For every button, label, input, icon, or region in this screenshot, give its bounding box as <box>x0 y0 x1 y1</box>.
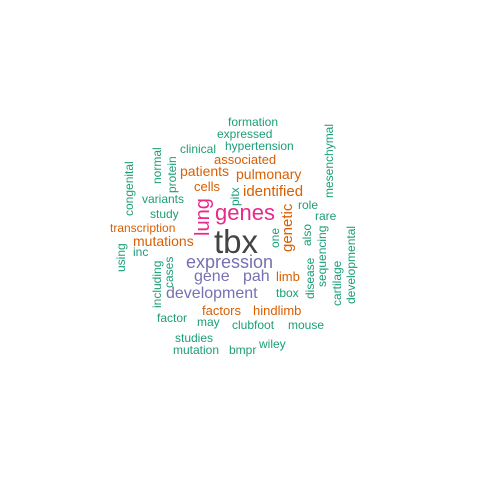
word-sequencing: sequencing <box>315 225 329 287</box>
word-hypertension: hypertension <box>225 139 294 153</box>
word-study: study <box>150 207 179 221</box>
word-mouse: mouse <box>288 318 325 332</box>
word-mutations: mutations <box>133 233 194 249</box>
word-congenital: congenital <box>122 161 136 216</box>
word-disease: disease <box>303 257 317 299</box>
word-protein: protein <box>165 156 179 193</box>
word-genes: genes <box>215 200 275 225</box>
word-expressed: expressed <box>217 127 273 141</box>
word-developmental: developmental <box>344 225 358 304</box>
word-tbx: tbx <box>214 223 259 260</box>
word-development: development <box>166 285 258 302</box>
word-clinical: clinical <box>180 142 217 156</box>
word-pah: pah <box>243 268 270 285</box>
word-cartilage: cartilage <box>330 260 344 306</box>
word-formation: formation <box>228 115 279 129</box>
word-using: using <box>114 243 128 272</box>
word-associated: associated <box>214 152 277 167</box>
word-studies: studies <box>175 331 214 345</box>
word-mutation: mutation <box>173 343 220 357</box>
word-pitx: pitx <box>228 187 242 206</box>
word-expression: expression <box>186 252 274 272</box>
word-normal: normal <box>150 147 164 184</box>
word-hindlimb: hindlimb <box>253 303 302 318</box>
word-factor: factor <box>157 311 188 325</box>
word-may: may <box>197 315 220 329</box>
word-clubfoot: clubfoot <box>232 318 275 332</box>
word-mesenchymal: mesenchymal <box>322 123 336 198</box>
word-inc: inc <box>133 245 149 259</box>
word-factors: factors <box>202 303 242 318</box>
word-cells: cells <box>194 179 221 194</box>
word-rare: rare <box>315 209 337 223</box>
word-variants: variants <box>142 192 185 206</box>
word-bmpr: bmpr <box>229 343 257 357</box>
word-role: role <box>298 198 319 212</box>
word-tbox: tbox <box>276 286 299 300</box>
word-also: also <box>300 223 314 246</box>
word-limb: limb <box>276 269 300 284</box>
word-patients: patients <box>180 163 230 179</box>
word-transcription: transcription <box>110 221 176 235</box>
word-one: one <box>268 227 282 248</box>
word-pulmonary: pulmonary <box>236 166 302 182</box>
word-genetic: genetic <box>279 203 296 252</box>
word-lung: lung <box>192 198 214 236</box>
word-wiley: wiley <box>259 337 286 351</box>
word-cases: cases <box>162 256 176 288</box>
word-identified: identified <box>243 183 304 200</box>
word-gene: gene <box>194 268 230 285</box>
